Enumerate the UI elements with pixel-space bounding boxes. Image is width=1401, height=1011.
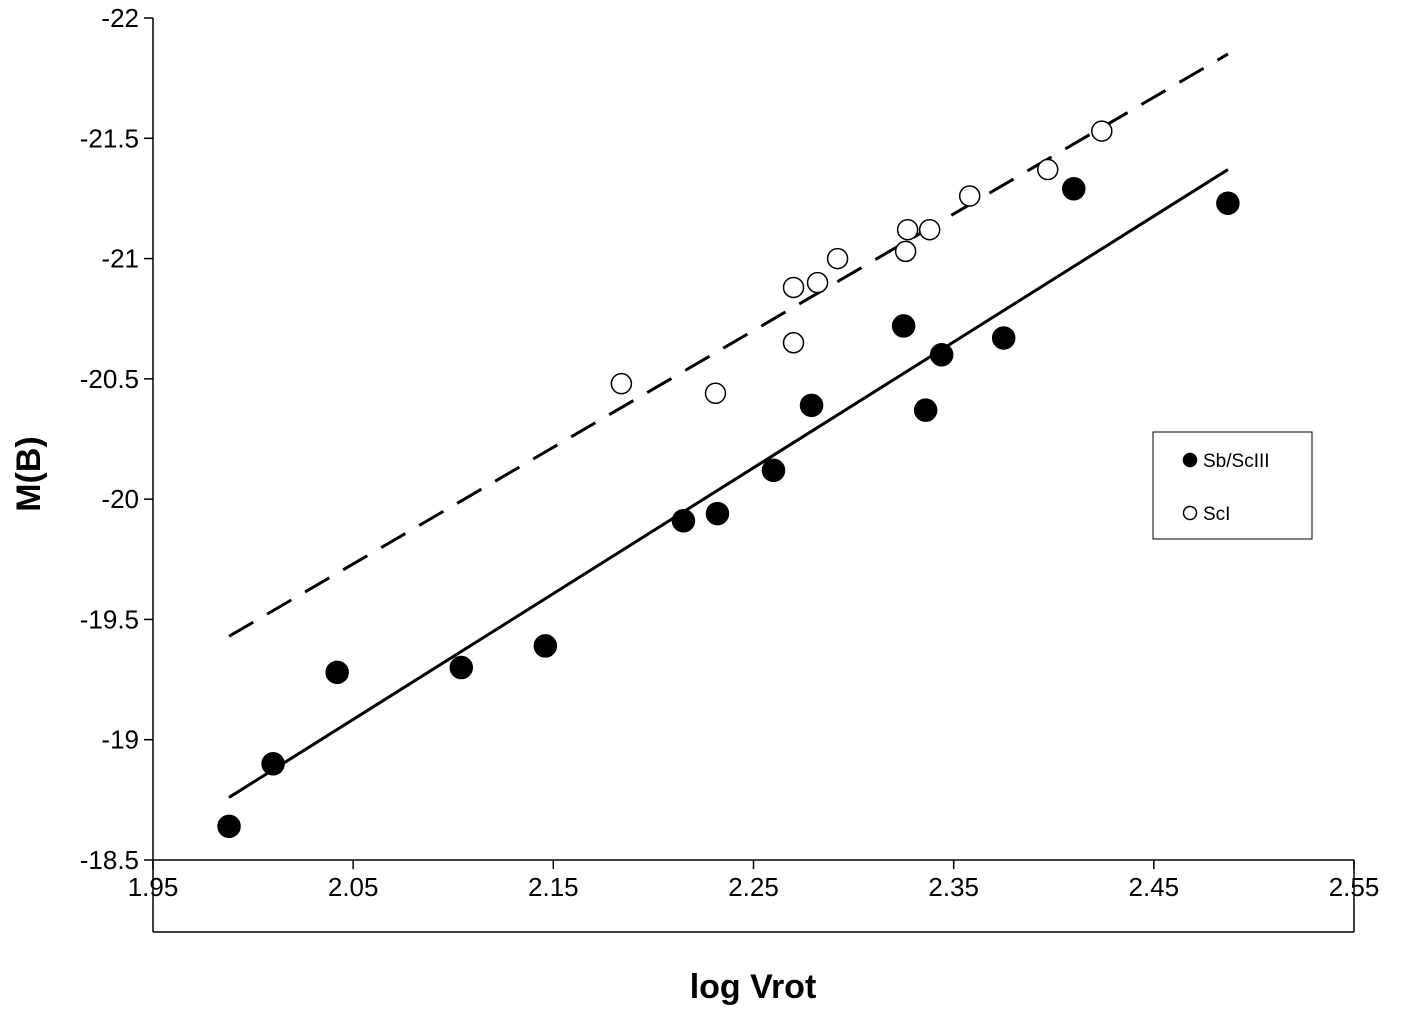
x-tick-label: 1.95 bbox=[128, 872, 179, 902]
x-tick-label: 2.35 bbox=[928, 872, 979, 902]
y-tick-label: -21 bbox=[101, 244, 139, 274]
data-point-sci bbox=[896, 218, 919, 241]
data-point-sci bbox=[610, 372, 633, 395]
x-tick-label: 2.45 bbox=[1129, 872, 1180, 902]
data-point-sb-sciii bbox=[1216, 191, 1240, 215]
data-point-sb-sciii bbox=[261, 752, 285, 776]
y-ticks: -22 -21.5 -21 -20.5 -20 -19.5 -19 -18.5 bbox=[80, 3, 153, 875]
data-point-sci bbox=[958, 185, 981, 207]
data-point-sci bbox=[782, 276, 805, 299]
y-tick-label: -19 bbox=[101, 725, 139, 755]
legend-label-sb-sciii: Sb/ScIII bbox=[1203, 451, 1270, 472]
fit-lines bbox=[228, 52, 1229, 799]
fit-line-sci bbox=[228, 52, 1229, 638]
data-point-sb-sciii bbox=[891, 314, 916, 338]
legend-marker-sci bbox=[1182, 505, 1198, 521]
x-axis-title: log Vrot bbox=[690, 968, 817, 1006]
data-point-sb-sciii bbox=[671, 509, 696, 533]
legend-label-sci: ScI bbox=[1203, 504, 1230, 525]
data-point-sb-sciii bbox=[991, 326, 1016, 350]
data-point-sb-sciii bbox=[799, 393, 824, 418]
data-point-sci bbox=[806, 271, 829, 294]
fit-line-sb-sciii bbox=[228, 168, 1229, 799]
data-point-sci bbox=[894, 240, 917, 263]
data-point-sb-sciii bbox=[533, 634, 558, 658]
y-tick-label: -20.5 bbox=[80, 364, 139, 394]
legend-marker-sb-sciii bbox=[1182, 452, 1198, 468]
x-tick-label: 2.15 bbox=[528, 872, 579, 902]
data-point-sb-sciii bbox=[325, 660, 349, 685]
data-point-sb-sciii bbox=[761, 458, 786, 483]
data-point-sb-sciii bbox=[929, 343, 954, 367]
y-tick-label: -18.5 bbox=[80, 845, 139, 875]
data-point-sci bbox=[782, 332, 805, 354]
data-point-sci bbox=[918, 218, 941, 241]
x-tick-label: 2.05 bbox=[328, 872, 379, 902]
x-tick-label: 2.25 bbox=[728, 872, 779, 902]
data-point-sci bbox=[826, 247, 849, 270]
data-point-sb-sciii bbox=[913, 398, 938, 422]
data-point-sb-sciii bbox=[1062, 177, 1086, 201]
data-point-sb-sciii bbox=[705, 501, 730, 526]
y-tick-label: -22 bbox=[101, 3, 139, 33]
x-tick-label: 2.55 bbox=[1329, 872, 1380, 902]
y-tick-label: -21.5 bbox=[80, 123, 139, 153]
data-point-sb-sciii bbox=[217, 814, 241, 839]
data-point-sci bbox=[704, 382, 727, 405]
y-axis-title: M(B) bbox=[10, 436, 48, 512]
x-ticks: 1.95 2.05 2.15 2.25 2.35 2.45 2.55 bbox=[128, 860, 1380, 902]
data-points bbox=[217, 120, 1240, 839]
legend-box bbox=[1152, 431, 1313, 540]
data-point-sci bbox=[1036, 158, 1059, 181]
data-point-sci bbox=[1091, 120, 1113, 142]
y-tick-label: -20 bbox=[101, 484, 139, 514]
data-point-sb-sciii bbox=[449, 655, 474, 680]
y-tick-label: -19.5 bbox=[80, 604, 139, 634]
legend: Sb/ScIII ScI bbox=[1152, 431, 1313, 540]
